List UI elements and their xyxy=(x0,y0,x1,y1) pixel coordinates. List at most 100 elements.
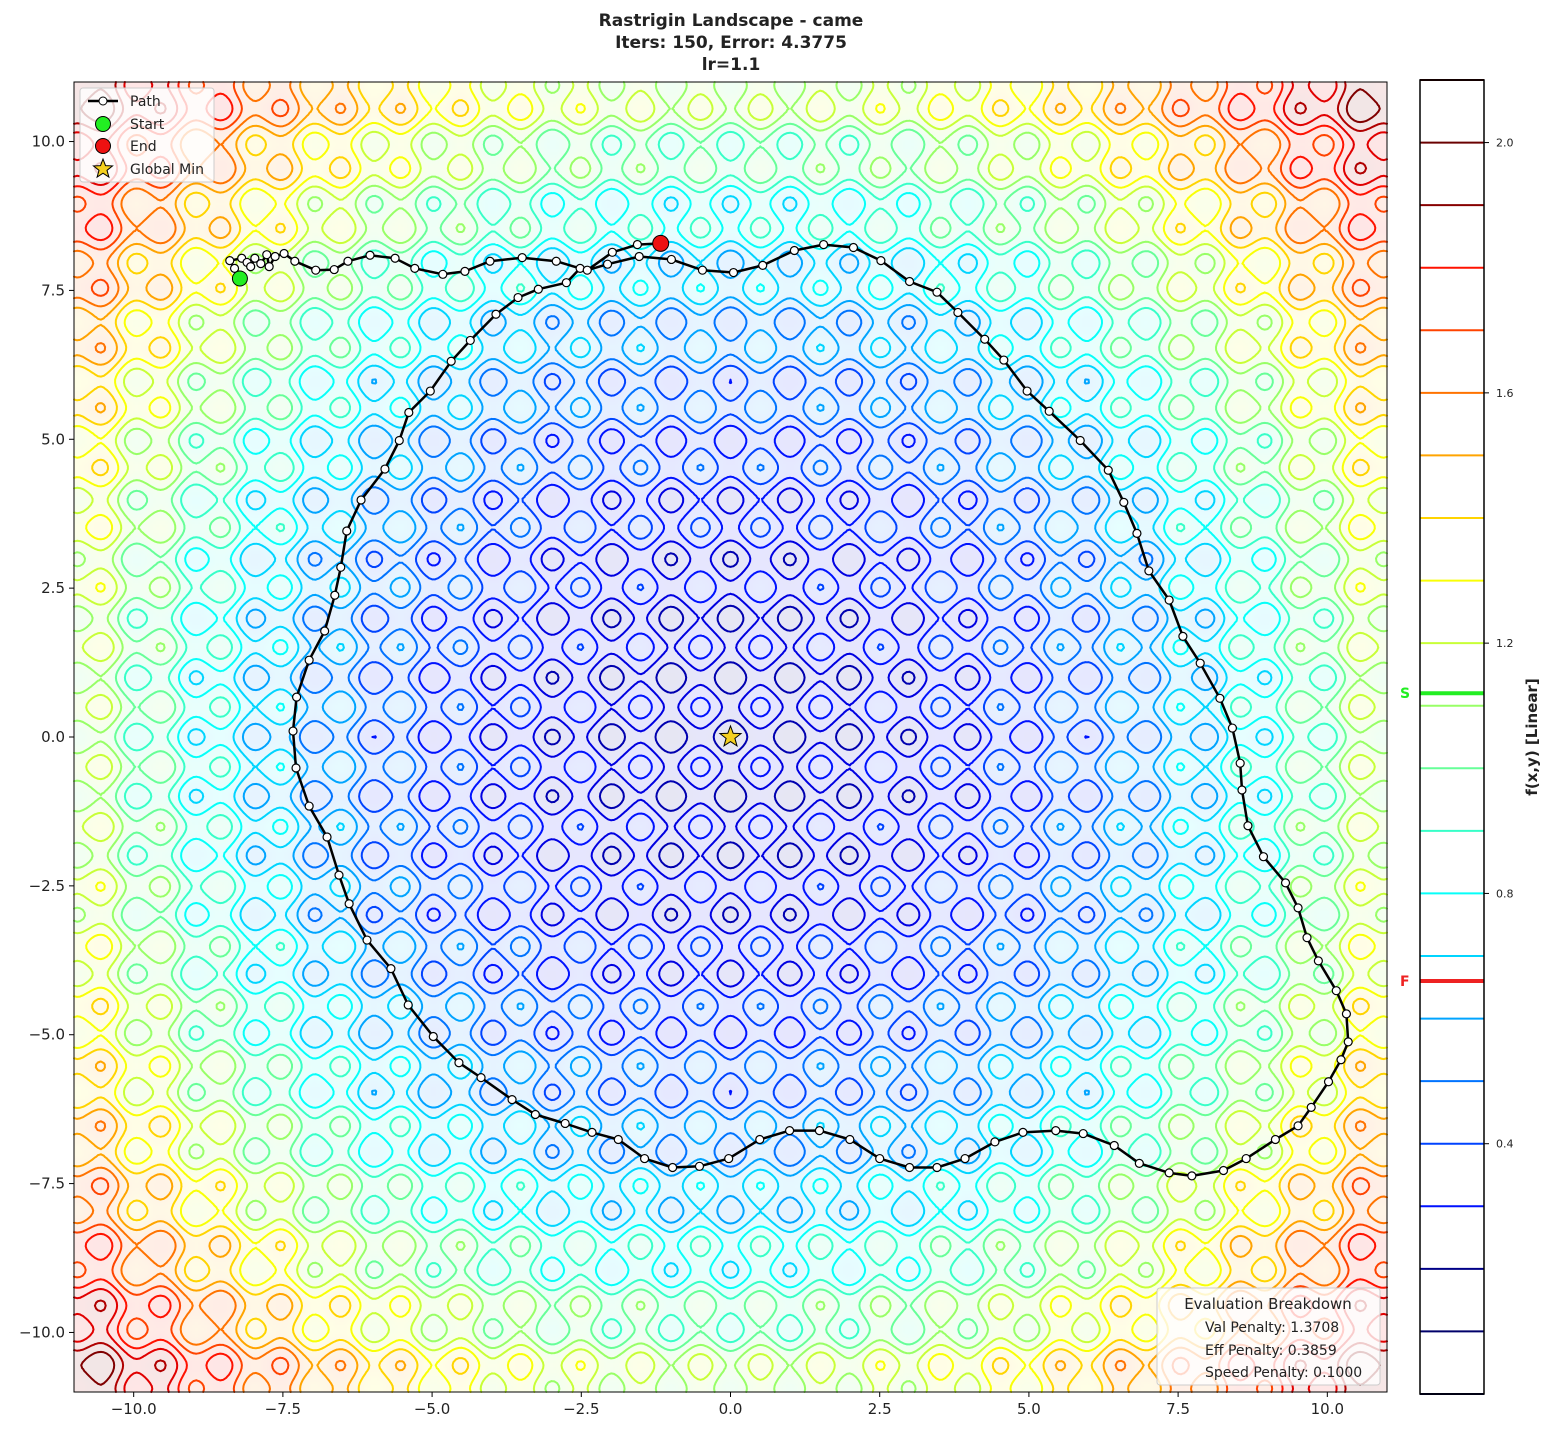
path-point xyxy=(229,263,240,273)
path-point xyxy=(613,1134,623,1145)
path-point xyxy=(1331,986,1341,996)
x-tick-label: −2.5 xyxy=(563,1400,599,1418)
contour-level-1.0 xyxy=(114,122,1347,1352)
path-point xyxy=(1243,821,1253,831)
path-point xyxy=(256,259,266,269)
legend-label-end: End xyxy=(130,139,157,155)
path-point xyxy=(587,1127,597,1137)
path-point xyxy=(561,278,571,288)
path-point xyxy=(1164,1168,1174,1178)
path-point xyxy=(1227,723,1238,733)
path-point xyxy=(1215,693,1225,703)
path-point xyxy=(438,269,448,279)
path-point xyxy=(454,1058,464,1068)
path-point xyxy=(634,251,644,262)
evaluation-box xyxy=(1156,1287,1381,1386)
path-point xyxy=(1075,435,1085,446)
path-point xyxy=(507,1095,517,1105)
path-point xyxy=(342,526,352,536)
path-point xyxy=(1078,1128,1088,1139)
path-point xyxy=(1237,785,1247,795)
evaluation-title: Evaluation Breakdown xyxy=(1184,1295,1352,1313)
path-point xyxy=(476,1072,486,1083)
path-point xyxy=(814,1125,825,1136)
eff-penalty: Eff Penalty: 0.3859 xyxy=(1205,1343,1337,1359)
path-point xyxy=(728,267,739,278)
contour-level-0.8 xyxy=(177,184,1284,1290)
y-tick-label: 10.0 xyxy=(32,133,65,151)
path-point xyxy=(465,335,475,346)
path-point xyxy=(999,355,1009,365)
x-tick-label: −5.0 xyxy=(414,1400,450,1418)
path-point xyxy=(784,1125,795,1136)
path-point xyxy=(755,1134,765,1145)
legend-path-marker xyxy=(98,96,108,106)
x-tick-label: 0.0 xyxy=(719,1400,743,1418)
path-point xyxy=(428,1031,438,1042)
path-point xyxy=(666,254,677,265)
path-point xyxy=(953,307,963,318)
path-point xyxy=(264,261,274,272)
path-point xyxy=(460,266,470,276)
path-point xyxy=(1044,406,1054,416)
path-point xyxy=(1144,566,1154,576)
path-point xyxy=(530,1109,540,1120)
path-point xyxy=(1134,1158,1144,1168)
path-point xyxy=(356,495,366,505)
path-point xyxy=(1195,658,1205,668)
path-point xyxy=(1343,1037,1353,1047)
path-point xyxy=(446,356,456,366)
contour-level-0.2 xyxy=(479,486,982,988)
y-tick-label: −5.0 xyxy=(29,1026,65,1044)
path-point xyxy=(1178,631,1188,641)
y-tick-label: 5.0 xyxy=(41,430,65,448)
path-point xyxy=(1293,1121,1303,1131)
colorbar-tick-label: 1.6 xyxy=(1496,387,1514,400)
y-tick-label: −2.5 xyxy=(29,877,65,895)
path-point xyxy=(990,1137,1000,1147)
contour-level-1.2 xyxy=(73,81,1388,1393)
title-line-1: Rastrigin Landscape - came xyxy=(599,11,864,31)
path-point xyxy=(311,265,321,275)
contour-level-0.1 xyxy=(543,550,918,924)
colorbar: S F 0.4 0.8 1.2 1.6 2.0 xyxy=(1400,79,1514,1395)
path-point xyxy=(513,292,523,303)
path-point xyxy=(380,464,390,474)
path-point xyxy=(1270,1134,1280,1145)
y-tick-label: 7.5 xyxy=(41,281,65,299)
path-point xyxy=(270,251,280,262)
path-point xyxy=(322,832,332,842)
path-point xyxy=(607,247,617,257)
path-point xyxy=(279,248,289,259)
path-point xyxy=(789,245,799,256)
contour-lines xyxy=(73,81,1388,1393)
path-point xyxy=(551,256,561,266)
y-tick-label: 2.5 xyxy=(41,579,65,597)
path-point xyxy=(246,261,256,272)
path-point xyxy=(343,256,353,266)
optimizer-path xyxy=(225,234,1353,1181)
path-point xyxy=(1323,1077,1334,1087)
path-point xyxy=(1336,1055,1346,1065)
path-point xyxy=(875,1153,885,1164)
path-point xyxy=(904,276,915,287)
x-tick-label: 10.0 xyxy=(1311,1400,1344,1418)
path-point xyxy=(668,1162,678,1173)
path-line xyxy=(228,242,1350,1178)
path-point xyxy=(344,899,354,909)
path-point xyxy=(758,260,768,270)
path-point xyxy=(1341,1009,1352,1019)
path-point xyxy=(304,801,314,811)
path-point xyxy=(582,265,592,275)
path-point xyxy=(724,1153,734,1164)
axes: −10.0 −7.5 −5.0 −2.5 0.0 2.5 5.0 7.5 10.0 −10.0 −7… xyxy=(19,133,1344,1418)
path-point xyxy=(1235,758,1245,768)
path-point xyxy=(329,264,339,275)
path-point xyxy=(425,386,435,396)
contour-level-0.7 xyxy=(187,195,1274,1279)
legend-end-marker xyxy=(95,138,111,154)
legend-label-global-min: Global Min xyxy=(130,162,204,178)
contour-level-0.4 xyxy=(357,364,1104,1110)
colorbar-tick-label: 2.0 xyxy=(1496,137,1514,150)
